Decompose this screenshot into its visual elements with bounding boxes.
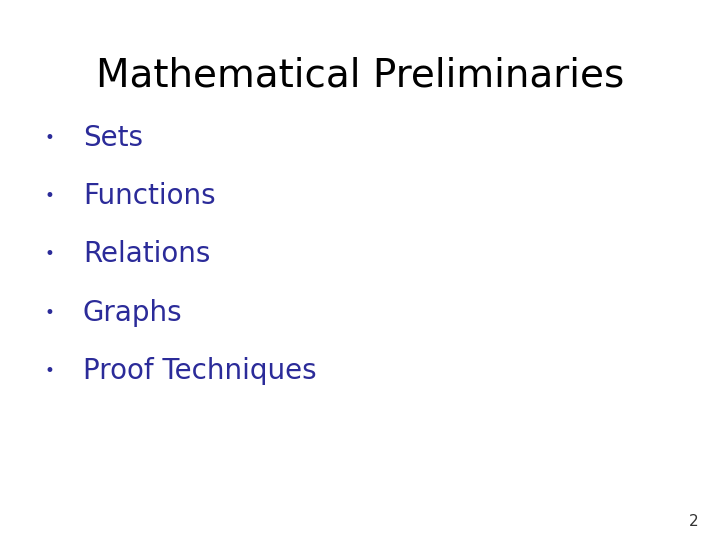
Text: Relations: Relations [83,240,210,268]
Text: •: • [44,187,54,205]
Text: Functions: Functions [83,182,215,210]
Text: Proof Techniques: Proof Techniques [83,357,316,385]
Text: Sets: Sets [83,124,143,152]
Text: Graphs: Graphs [83,299,182,327]
Text: •: • [44,129,54,147]
Text: •: • [44,245,54,264]
Text: Mathematical Preliminaries: Mathematical Preliminaries [96,57,624,94]
Text: •: • [44,303,54,322]
Text: •: • [44,362,54,380]
Text: 2: 2 [689,514,698,529]
